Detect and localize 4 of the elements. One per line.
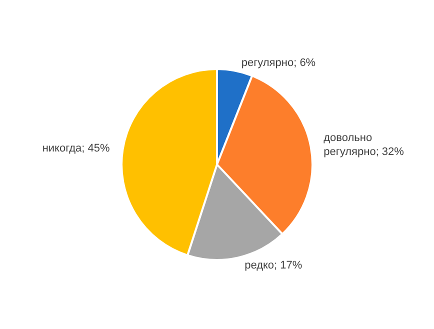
slice-label: довольно регулярно; 32% <box>324 132 404 158</box>
slice-label: регулярно; 6% <box>241 56 316 69</box>
slice-label: никогда; 45% <box>42 142 110 154</box>
slice-label: редко; 17% <box>244 259 302 272</box>
